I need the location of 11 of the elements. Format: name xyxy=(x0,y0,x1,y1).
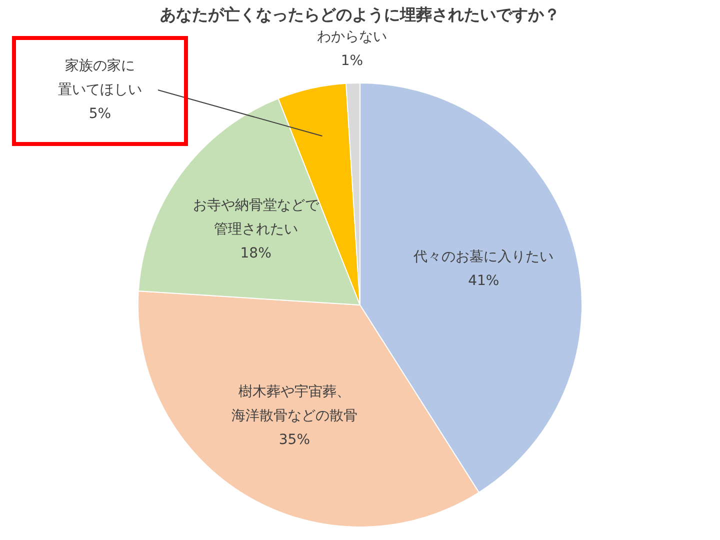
data-label: 41% xyxy=(468,272,500,289)
slice-label: お寺や納骨堂などで管理されたい xyxy=(192,197,320,238)
data-label: 1% xyxy=(340,52,364,69)
slice-label: 家族の家に置いてほしい xyxy=(58,58,142,98)
slice-label: 代々のお墓に入りたい xyxy=(412,248,554,265)
slice-label: 樹木葬や宇宙葬、海洋散骨などの散骨 xyxy=(231,384,358,424)
slice-label: わからない xyxy=(316,28,387,45)
data-label: 35% xyxy=(278,432,310,448)
data-label: 5% xyxy=(88,106,112,122)
chart-title: あなたが亡くなったらどのように埋葬されたいですか？ xyxy=(160,5,560,24)
data-label: 18% xyxy=(240,245,272,262)
